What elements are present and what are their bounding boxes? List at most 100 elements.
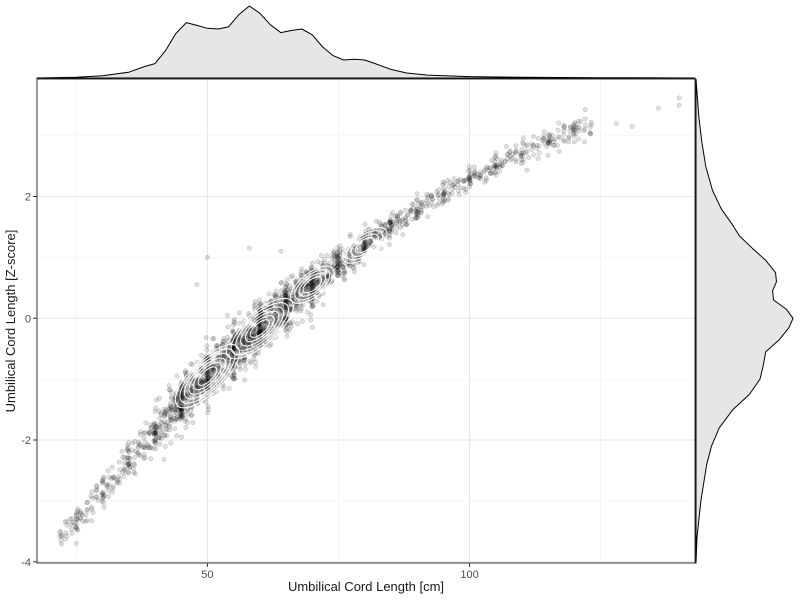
data-point (167, 427, 173, 433)
data-point (530, 143, 536, 149)
data-point (199, 377, 205, 383)
data-point (221, 336, 227, 342)
data-point (334, 253, 340, 259)
plot-panel-border (36, 78, 696, 564)
data-point (499, 163, 505, 168)
data-point (306, 284, 312, 289)
data-point (168, 414, 174, 420)
data-point (457, 177, 463, 182)
data-point (179, 412, 185, 418)
grid-lines (37, 79, 695, 563)
data-point (513, 159, 519, 165)
data-point (305, 309, 311, 315)
data-point (581, 128, 587, 134)
data-point (231, 346, 237, 351)
data-point (547, 134, 553, 139)
data-point (185, 391, 190, 397)
data-point (258, 324, 264, 330)
data-point (127, 465, 133, 470)
data-point (466, 175, 472, 181)
data-point (78, 515, 84, 521)
data-point (440, 179, 446, 185)
data-point (393, 230, 399, 236)
data-point (152, 440, 158, 446)
data-point (494, 156, 500, 162)
data-point (461, 178, 467, 184)
data-point (126, 440, 131, 445)
data-point (518, 154, 524, 160)
data-point (248, 360, 254, 366)
data-point (497, 164, 503, 170)
data-point (588, 119, 594, 125)
data-point (125, 448, 131, 454)
data-point (320, 302, 326, 308)
data-point (424, 200, 430, 206)
data-point (308, 312, 314, 318)
data-point (132, 462, 137, 468)
data-point (582, 107, 588, 113)
data-point (347, 234, 353, 240)
data-point (290, 273, 296, 279)
data-point (334, 265, 340, 271)
data-point (551, 139, 557, 145)
data-point (534, 145, 540, 151)
data-point (425, 195, 431, 201)
data-point (182, 416, 188, 422)
data-point (336, 249, 342, 255)
data-point (472, 173, 478, 179)
data-point (156, 435, 162, 441)
data-point (324, 253, 330, 259)
data-point (151, 430, 157, 436)
data-point (487, 165, 493, 171)
data-point (168, 407, 174, 413)
density-contour (346, 230, 384, 261)
data-point (219, 364, 225, 370)
data-point (311, 284, 316, 290)
data-point (440, 197, 446, 203)
data-point (211, 336, 217, 342)
data-point (441, 193, 447, 198)
data-point (393, 213, 399, 219)
data-point (361, 240, 367, 246)
data-point (266, 291, 272, 297)
data-point (466, 174, 472, 180)
data-point (449, 191, 455, 196)
data-point (445, 177, 451, 183)
data-point (141, 430, 147, 436)
data-point (566, 134, 572, 139)
data-point (303, 269, 309, 275)
density-contours (174, 226, 388, 409)
data-point (442, 188, 448, 194)
data-point (335, 261, 341, 267)
data-point (493, 163, 499, 169)
data-point (310, 279, 316, 285)
data-point (230, 322, 236, 328)
data-point (58, 528, 64, 534)
data-point (320, 274, 326, 280)
data-point (120, 454, 126, 460)
data-point (335, 262, 341, 268)
data-point (336, 257, 342, 263)
data-point (342, 269, 348, 274)
data-point (255, 351, 261, 356)
data-point (58, 538, 64, 544)
data-point (232, 317, 237, 323)
data-point (334, 254, 340, 260)
data-point (158, 435, 164, 441)
density-contour (188, 357, 227, 395)
data-point (80, 512, 86, 518)
data-point (153, 427, 159, 433)
data-point (93, 494, 99, 500)
data-point (240, 357, 246, 363)
data-point (376, 219, 382, 225)
data-point (362, 244, 368, 250)
data-point (472, 168, 478, 174)
data-point (177, 414, 183, 419)
data-point (62, 519, 68, 525)
data-point (387, 220, 393, 226)
x-marginal-density (36, 5, 696, 79)
data-point (156, 408, 162, 414)
data-point (168, 394, 174, 400)
data-point (414, 197, 420, 203)
data-point (179, 413, 185, 419)
